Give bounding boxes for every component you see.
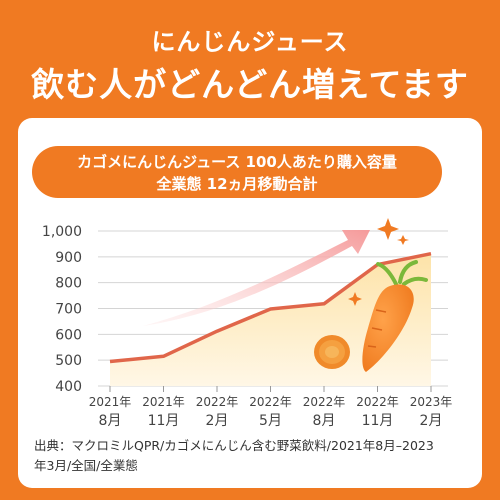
- x-tick-month: 2月: [206, 413, 229, 429]
- x-tick-month: 8月: [313, 413, 336, 429]
- chart-title-line2: 全業態 12ヵ月移動合計: [156, 175, 318, 193]
- x-tick-year: 2023年: [410, 395, 453, 409]
- chart-title-line1: カゴメにんじんジュース 100人あたり購入容量: [77, 153, 397, 171]
- sparkle-icon: [348, 292, 362, 306]
- x-tick-month: 2月: [420, 413, 443, 429]
- x-tick-month: 8月: [99, 413, 122, 429]
- x-tick-month: 11月: [362, 413, 394, 429]
- x-tick-year: 2022年: [356, 395, 399, 409]
- y-tick-label: 700: [55, 302, 82, 318]
- page-subtitle: にんじんジュース: [151, 28, 349, 56]
- y-tick-label: 500: [55, 353, 82, 369]
- y-tick-label: 800: [55, 276, 82, 292]
- x-axis-labels: 2021年 8月 2021年 11月 2022年 2月 2022年 5月 2022年 8月 2022…: [89, 395, 453, 429]
- y-axis-labels: 1,000 900 800 700 600 500 400: [42, 224, 82, 395]
- x-tick-month: 11月: [148, 413, 180, 429]
- y-tick-label: 600: [55, 327, 82, 343]
- source-note: 出典：マクロミルQPR/カゴメにんじん含む野菜飲料/2021年8月–2023 年…: [34, 436, 474, 476]
- x-tick-year: 2022年: [196, 395, 239, 409]
- x-tick-year: 2022年: [303, 395, 346, 409]
- y-tick-label: 400: [55, 379, 82, 395]
- x-tick-month: 5月: [259, 413, 282, 429]
- carrot-illustration: [314, 260, 428, 372]
- y-tick-label: 1,000: [42, 224, 82, 240]
- x-tick-year: 2021年: [89, 395, 132, 409]
- area-fill: [110, 253, 431, 386]
- y-tick-label: 900: [55, 250, 82, 266]
- x-tick-year: 2022年: [249, 395, 292, 409]
- sparkle-icon: [397, 235, 409, 245]
- sparkle-icon: [377, 218, 399, 240]
- source-line2: 年3月/全国/全業態: [34, 458, 138, 473]
- x-tick-year: 2021年: [142, 395, 185, 409]
- page-title: 飲む人がどんどん増えてます: [31, 65, 469, 104]
- source-line1: 出典：マクロミルQPR/カゴメにんじん含む野菜飲料/2021年8月–2023: [34, 438, 434, 453]
- chart-title-pill: カゴメにんじんジュース 100人あたり購入容量 全業態 12ヵ月移動合計: [32, 146, 442, 198]
